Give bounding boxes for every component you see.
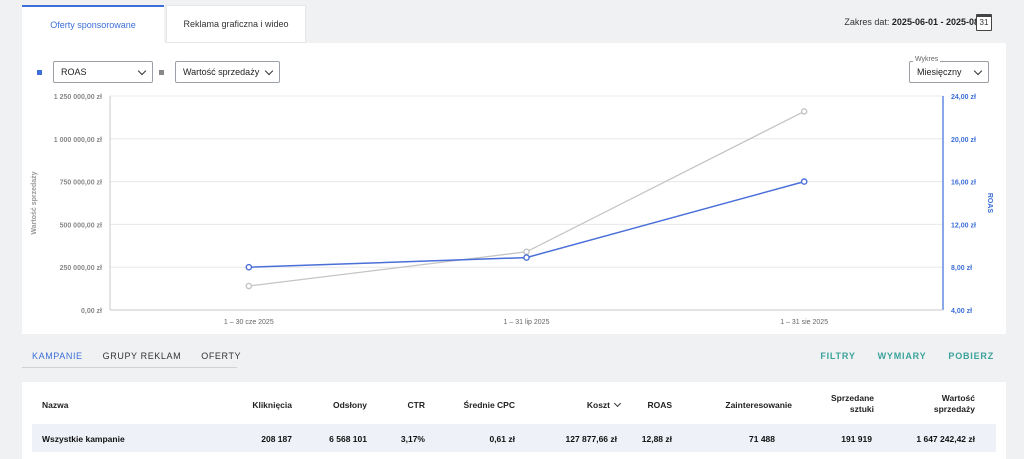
header-sales-value-line1: Wartość — [941, 393, 975, 403]
right-tick-label: 20,00 zł — [951, 137, 976, 144]
header-cost[interactable]: Koszt — [562, 399, 622, 410]
cell-impressions: 6 568 101 — [329, 434, 367, 444]
period-select-label: Wykres — [913, 56, 941, 63]
header-units-sold-line1: Sprzedane — [831, 393, 874, 403]
x-tick-label: 1 – 30 cze 2025 — [224, 319, 274, 326]
header-name[interactable]: Nazwa — [42, 400, 69, 410]
left-tick-label: 1 000 000,00 zł — [54, 137, 102, 144]
cell-roas: 12,88 zł — [641, 434, 672, 444]
left-tick-label: 750 000,00 zł — [60, 180, 102, 187]
header-interest[interactable]: Zainteresowanie — [725, 400, 792, 410]
metric1-select-value: ROAS — [61, 67, 87, 77]
subtab-offers[interactable]: OFERTY — [201, 351, 242, 361]
subtab-ad-groups[interactable]: GRUPY REKLAM — [102, 351, 182, 361]
metric2-select-value: Wartość sprzedaży — [183, 67, 260, 77]
right-tick-label: 8,00 zł — [951, 265, 972, 272]
right-tick-label: 16,00 zł — [951, 180, 976, 187]
header-cost-label: Koszt — [586, 400, 610, 410]
cell-name: Wszystkie kampanie — [42, 434, 125, 444]
top-bar: Oferty sponsorowane Reklama graficzna i … — [0, 0, 1024, 43]
left-tick-label: 0,00 zł — [81, 308, 102, 315]
cell-interest: 71 488 — [749, 434, 775, 444]
sort-chevron-icon — [613, 399, 622, 408]
left-tick-label: 500 000,00 zł — [60, 222, 102, 229]
left-axis-title: Wartość sprzedaży — [31, 171, 38, 234]
header-ctr[interactable]: CTR — [407, 400, 425, 410]
header-units-sold-line2: sztuki — [849, 404, 874, 414]
right-tick-label: 4,00 zł — [951, 308, 972, 315]
roas-legend-marker — [37, 70, 42, 75]
cell-ctr: 3,17% — [400, 434, 425, 444]
tab-sponsored-offers[interactable]: Oferty sponsorowane — [22, 5, 164, 43]
period-select[interactable]: Miesięczny — [909, 61, 989, 83]
cell-clicks: 208 187 — [261, 434, 292, 444]
x-tick-label: 1 – 31 lip 2025 — [504, 319, 550, 326]
period-select-value: Miesięczny — [917, 67, 962, 77]
roas-data-point — [523, 254, 530, 261]
header-roas[interactable]: ROAS — [647, 400, 672, 410]
left-tick-label: 250 000,00 zł — [60, 265, 102, 272]
line-chart: 0,00 zł 4,00 zł 250 000,00 zł 8,00 zł 500 00… — [31, 94, 993, 326]
right-tick-label: 12,00 zł — [951, 222, 976, 229]
date-range: Zakres dat: 2025-06-01 - 2025-08-31 — [844, 17, 992, 27]
metric2-select[interactable]: Wartość sprzedaży — [175, 61, 280, 83]
dimensions-button[interactable]: WYMIARY — [877, 351, 927, 361]
cell-cost: 127 877,66 zł — [565, 434, 617, 444]
cell-avg-cpc: 0,61 zł — [489, 434, 515, 444]
header-sales-value-line2: sprzedaży — [933, 404, 975, 414]
table-row[interactable] — [32, 424, 996, 452]
date-range-label: Zakres dat: — [844, 17, 890, 27]
subtabs-divider — [22, 367, 237, 368]
campaigns-table: Nazwa Kliknięcia Odsłony CTR Średnie CPC… — [22, 382, 1006, 459]
table-actions: FILTRY WYMIARY POBIERZ — [820, 351, 994, 361]
cell-sales-value: 1 647 242,42 zł — [916, 434, 975, 444]
filters-button[interactable]: FILTRY — [820, 351, 856, 361]
roas-data-point — [245, 263, 253, 271]
subtabs: KAMPANIE GRUPY REKLAM OFERTY — [32, 351, 241, 361]
header-impressions[interactable]: Odsłony — [332, 400, 367, 410]
subtab-campaigns[interactable]: KAMPANIE — [32, 351, 83, 361]
header-avg-cpc[interactable]: Średnie CPC — [463, 400, 516, 410]
sales-value-data-point — [245, 282, 253, 290]
roas-data-point — [800, 178, 808, 185]
header-clicks[interactable]: Kliknięcia — [252, 400, 292, 410]
right-axis-title: ROAS — [986, 193, 993, 214]
date-range-value: 2025-06-01 - 2025-08-31 — [891, 17, 992, 27]
header-sales-value[interactable]: Wartość sprzedaży — [902, 393, 975, 415]
tab-display-video-ads[interactable]: Reklama graficzna i wideo — [166, 5, 306, 43]
header-units-sold[interactable]: Sprzedane sztuki — [812, 393, 874, 415]
chart-panel: ROAS Wartość sprzedaży Miesięczny 0,00 z… — [22, 43, 1006, 334]
metric1-select[interactable]: ROAS — [53, 61, 153, 83]
x-tick-label: 1 – 31 sie 2025 — [780, 319, 828, 326]
sales-legend-marker — [159, 70, 164, 75]
sales-value-data-point — [800, 108, 808, 115]
right-tick-label: 24,00 zł — [951, 94, 976, 101]
cell-units-sold: 191 919 — [841, 434, 872, 444]
calendar-icon[interactable]: 31 — [976, 14, 992, 31]
download-button[interactable]: POBIERZ — [948, 351, 994, 361]
left-tick-label: 1 250 000,00 zł — [54, 94, 102, 101]
sales-value-data-point — [523, 248, 530, 256]
